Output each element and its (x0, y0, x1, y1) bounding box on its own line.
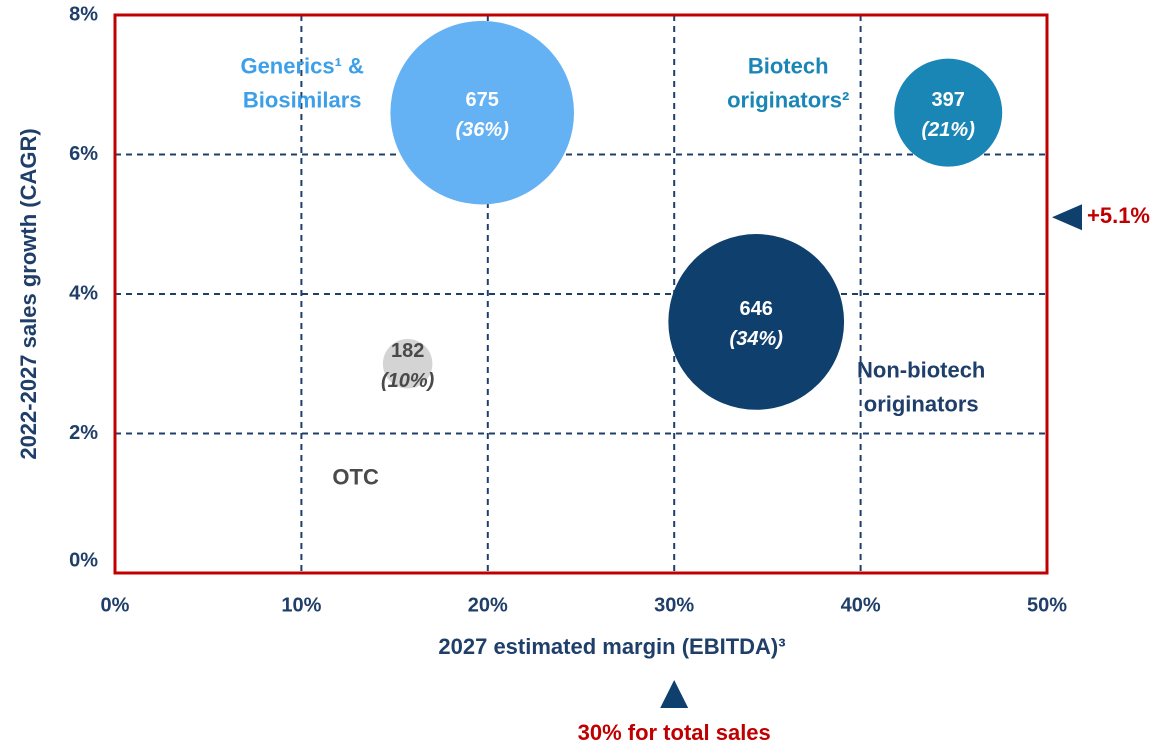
bubble-share: (34%) (730, 328, 784, 350)
series-label: Non-biotech (857, 358, 985, 383)
x-tick-label: 10% (281, 594, 321, 616)
series-label: OTC (332, 465, 379, 490)
annotation-arrow (660, 680, 689, 708)
x-axis-label: 2027 estimated margin (EBITDA)³ (438, 634, 785, 659)
bubble-value: 646 (740, 298, 773, 320)
x-tick-label: 0% (101, 594, 130, 616)
bubble (390, 20, 575, 205)
bubble (668, 234, 845, 410)
x-tick-label: 30% (654, 594, 694, 616)
y-axis-label: 2022-2027 sales growth (CAGR) (16, 128, 41, 459)
bubble-value: 397 (932, 89, 965, 111)
bubble-share: (10%) (381, 370, 435, 392)
series-label: Biosimilars (243, 87, 362, 112)
y-tick-label: 4% (69, 282, 98, 304)
bubble-value: 182 (391, 340, 424, 362)
series-label: originators² (727, 87, 849, 112)
bubble-share: (36%) (456, 119, 510, 141)
bubble (894, 58, 1003, 167)
y-tick-label: 6% (69, 143, 98, 165)
y-tick-label: 2% (69, 422, 98, 444)
bubble-share: (21%) (922, 119, 976, 141)
bubble-value: 675 (466, 89, 499, 111)
x-tick-label: 50% (1027, 594, 1067, 616)
series-label: Generics¹ & (240, 53, 364, 78)
x-tick-label: 40% (841, 594, 881, 616)
annotation-text: 30% for total sales (578, 720, 771, 745)
bubble (382, 338, 433, 389)
x-tick-label: 20% (468, 594, 508, 616)
series-label: Biotech (748, 53, 829, 78)
y-tick-label: 8% (69, 3, 98, 25)
plot-border (113, 13, 1049, 575)
annotation-text: +5.1% (1087, 203, 1150, 228)
annotation-arrow (1052, 204, 1082, 231)
series-label: originators (864, 392, 979, 417)
y-tick-label: 0% (69, 549, 98, 571)
